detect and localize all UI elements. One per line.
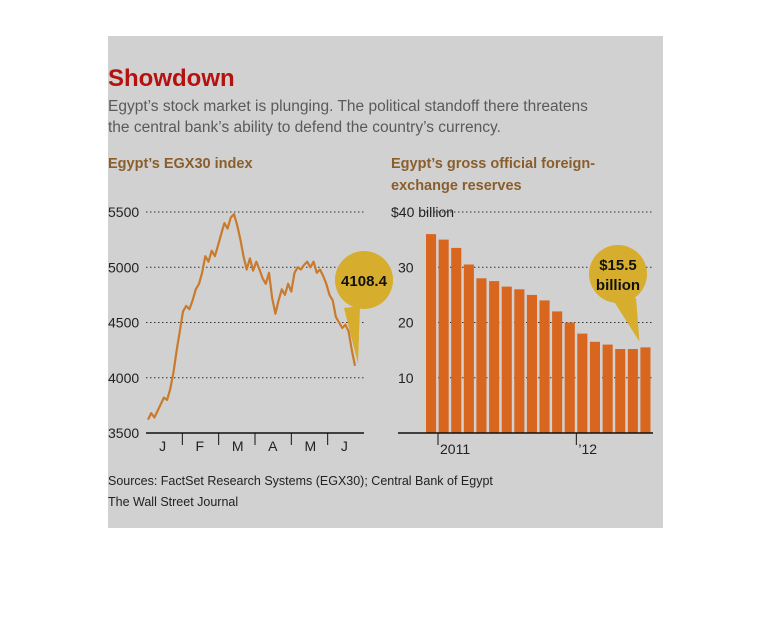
chart-figure: Showdown Egypt’s stock market is plungin… bbox=[108, 65, 653, 509]
bar-chart: $40 billion 10 20 30 2011 ’12 $15.5 billion bbox=[391, 204, 653, 457]
bar-y-tick-label: 30 bbox=[398, 259, 414, 275]
reserve-bar bbox=[463, 264, 474, 433]
bar-callout-label-line-2: billion bbox=[596, 277, 640, 294]
subtitle-line-2: the central bank’s ability to defend the… bbox=[108, 119, 501, 136]
line-y-tick-label: 5000 bbox=[108, 259, 139, 275]
line-chart-title: Egypt’s EGX30 index bbox=[108, 156, 253, 172]
line-y-tick-label: 4000 bbox=[108, 370, 139, 386]
line-x-tick-label: F bbox=[196, 438, 205, 454]
reserve-bar bbox=[539, 300, 550, 433]
bar-callout-bubble bbox=[589, 245, 647, 303]
reserve-bar bbox=[640, 347, 651, 433]
sources-note: Sources: FactSet Research Systems (EGX30… bbox=[108, 474, 493, 488]
reserve-bar bbox=[564, 322, 575, 433]
line-x-tick-label: J bbox=[159, 438, 166, 454]
bar-x-tick-label: 2011 bbox=[440, 441, 470, 457]
line-callout-bubble bbox=[335, 251, 393, 309]
reserve-bar bbox=[438, 239, 449, 433]
bar-callout-label-line-1: $15.5 bbox=[599, 257, 637, 274]
line-callout-label: 4108.4 bbox=[341, 273, 388, 290]
bar-chart-title-line-1: Egypt’s gross official foreign- bbox=[391, 156, 595, 172]
line-callout-pointer bbox=[344, 306, 360, 364]
subtitle-line-1: Egypt’s stock market is plunging. The po… bbox=[108, 98, 588, 115]
chart-panel: Showdown Egypt’s stock market is plungin… bbox=[108, 36, 663, 528]
line-y-tick-label: 4500 bbox=[108, 315, 139, 331]
page-title: Showdown bbox=[108, 65, 235, 92]
line-x-tick-label: M bbox=[232, 438, 244, 454]
reserve-bar bbox=[602, 344, 613, 433]
reserve-bar bbox=[476, 278, 487, 433]
line-x-tick-label: A bbox=[268, 438, 278, 454]
line-chart: 3500 4000 4500 5000 5500 J F M A M J 4108.4 bbox=[108, 204, 393, 454]
line-y-tick-label: 5500 bbox=[108, 204, 139, 220]
reserve-bar bbox=[501, 286, 512, 433]
reserve-bar bbox=[589, 341, 600, 433]
reserve-bar bbox=[526, 294, 537, 433]
bar-y-top-label: $40 billion bbox=[391, 204, 454, 220]
reserve-bar bbox=[426, 234, 437, 433]
bar-y-tick-label: 20 bbox=[398, 315, 414, 331]
bar-chart-title-line-2: exchange reserves bbox=[391, 178, 522, 194]
reserve-bar bbox=[615, 349, 626, 433]
line-y-tick-label: 3500 bbox=[108, 425, 139, 441]
bar-x-tick-label: ’12 bbox=[578, 441, 597, 457]
reserve-bar bbox=[552, 311, 563, 433]
reserve-bar bbox=[577, 333, 588, 433]
egx30-series-line bbox=[147, 213, 357, 421]
reserve-bar bbox=[627, 349, 638, 433]
bar-y-tick-label: 10 bbox=[398, 370, 414, 386]
reserve-bar bbox=[489, 281, 500, 433]
reserve-bar bbox=[451, 247, 462, 433]
reserve-bar bbox=[514, 289, 525, 433]
bar-callout-pointer bbox=[613, 298, 640, 342]
line-x-tick-label: M bbox=[305, 438, 317, 454]
credit-note: The Wall Street Journal bbox=[108, 495, 238, 509]
line-x-tick-label: J bbox=[341, 438, 348, 454]
